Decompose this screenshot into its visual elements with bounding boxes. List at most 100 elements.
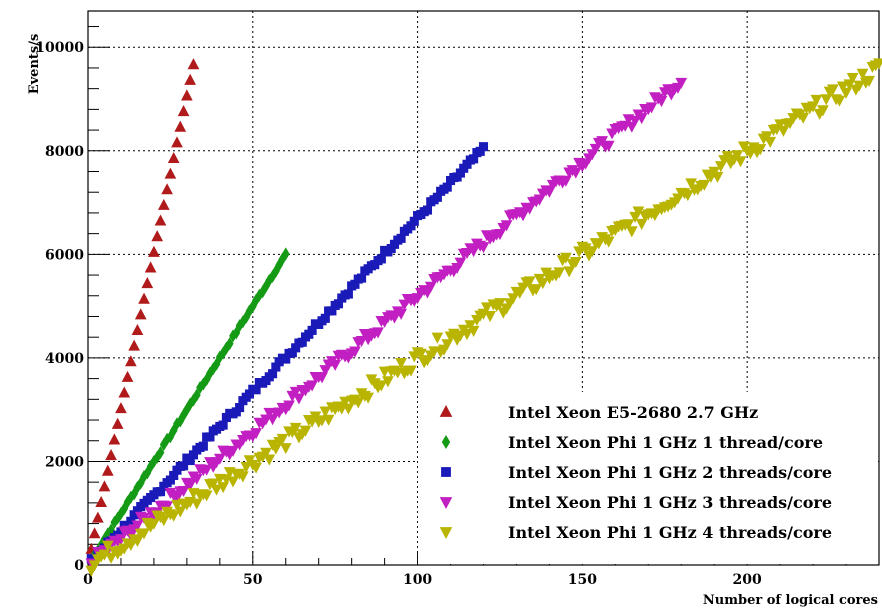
data-point (461, 329, 473, 341)
series-5 (85, 58, 882, 577)
data-point (144, 261, 157, 273)
series-layer (85, 58, 882, 577)
data-point (218, 420, 228, 430)
data-point (103, 527, 112, 541)
data-point (177, 485, 190, 498)
data-point (297, 337, 307, 347)
data-point (569, 167, 582, 179)
legend-marker (439, 405, 453, 417)
data-point (455, 168, 465, 178)
data-point (553, 267, 566, 279)
data-point (271, 362, 281, 372)
data-point (148, 518, 160, 530)
data-point (105, 449, 117, 461)
data-point (827, 84, 839, 96)
data-point (244, 389, 255, 399)
data-point (635, 218, 648, 230)
data-point (171, 499, 183, 511)
data-point (415, 348, 427, 360)
data-point (685, 178, 697, 190)
data-point (602, 140, 615, 152)
data-point (283, 400, 295, 412)
data-point (395, 308, 407, 320)
data-point (108, 433, 121, 445)
data-point (184, 480, 197, 492)
y-tick-label: 8000 (45, 144, 84, 160)
data-point (98, 549, 111, 561)
data-point (207, 478, 220, 490)
data-point (322, 414, 335, 426)
data-point (210, 484, 223, 496)
data-point (376, 254, 386, 264)
data-point (192, 388, 201, 402)
data-point (229, 329, 237, 343)
data-point (131, 520, 144, 532)
data-point (179, 408, 188, 422)
data-point (721, 151, 734, 163)
data-point (198, 441, 208, 451)
data-point (281, 354, 291, 364)
data-point (797, 112, 810, 124)
data-point (362, 392, 374, 404)
data-point (836, 81, 849, 93)
data-point (711, 171, 724, 183)
data-point (307, 325, 317, 335)
data-point (92, 511, 104, 523)
data-point (200, 464, 213, 476)
data-point (287, 348, 297, 358)
data-point (181, 89, 193, 101)
data-point (432, 192, 442, 202)
data-point (853, 80, 866, 92)
data-point (217, 482, 229, 494)
data-point (761, 131, 773, 143)
data-point (320, 313, 330, 323)
data-point (478, 142, 489, 152)
data-point (115, 534, 127, 546)
data-point (190, 498, 203, 510)
data-point (169, 470, 179, 481)
data-point (185, 455, 195, 466)
x-tick-label: 0 (83, 572, 93, 588)
data-point (810, 94, 823, 106)
data-point (698, 179, 711, 191)
data-point (131, 323, 144, 336)
data-point (130, 487, 139, 501)
legend-marker (439, 497, 453, 509)
data-point (500, 220, 513, 232)
data-point (140, 469, 148, 483)
data-point (523, 276, 536, 288)
data-point (138, 292, 150, 304)
data-point (372, 327, 384, 339)
data-point (467, 325, 480, 337)
data-point (327, 306, 337, 316)
data-point (242, 310, 251, 324)
data-point (95, 495, 108, 508)
y-tick-label: 4000 (45, 351, 84, 367)
data-point (179, 461, 189, 471)
data-point (202, 372, 211, 386)
data-point (569, 257, 582, 269)
data-point (632, 206, 645, 218)
data-point (319, 406, 332, 418)
legend-marker (441, 435, 451, 449)
data-point (675, 77, 688, 89)
legend-marker (441, 467, 451, 477)
data-point (645, 102, 658, 114)
data-point (251, 385, 261, 395)
data-point (115, 402, 127, 414)
data-point (250, 462, 262, 474)
data-point (235, 403, 245, 413)
data-point (275, 258, 284, 272)
data-point (464, 320, 477, 332)
legend-label: Intel Xeon Phi 1 GHz 3 threads/core (508, 493, 832, 512)
data-point (494, 298, 506, 310)
data-point (441, 339, 454, 351)
data-point (166, 430, 175, 444)
data-point (375, 380, 388, 392)
data-point (88, 527, 101, 539)
data-point (200, 490, 213, 502)
data-point (239, 315, 247, 329)
data-point (113, 511, 122, 525)
y-tick-label: 10000 (35, 40, 84, 56)
data-point (187, 58, 200, 70)
